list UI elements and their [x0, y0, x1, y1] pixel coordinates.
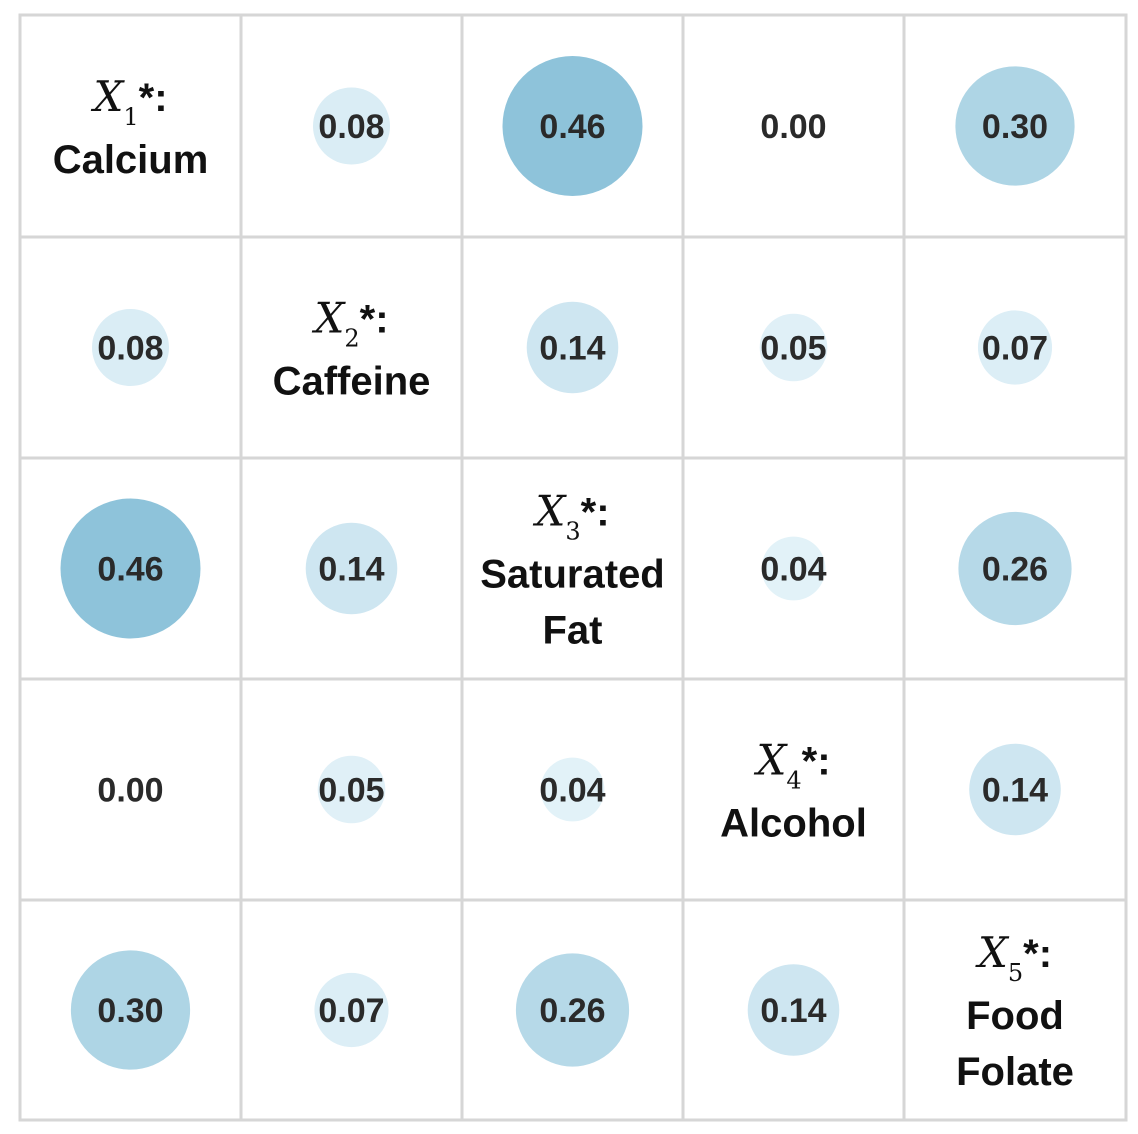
variable-symbol: X5*:	[975, 928, 1052, 987]
correlation-circle	[70, 950, 191, 1070]
variable-name: Folate	[956, 1050, 1074, 1094]
correlation-value: 0.07	[982, 330, 1048, 368]
correlation-circle	[977, 310, 1053, 385]
correlation-cell: 0.14	[305, 522, 398, 615]
correlation-value: 0.46	[539, 108, 605, 146]
correlation-cell: 0.04	[760, 536, 827, 601]
correlation-circle	[515, 953, 630, 1067]
correlation-cell: 0.46	[502, 56, 643, 196]
correlation-cell: 0.14	[526, 301, 619, 394]
variable-label-cell: X4*: Alcohol	[720, 736, 867, 846]
variable-label-cell: X3*: Saturated Fat	[480, 487, 665, 653]
variable-name: Alcohol	[720, 802, 867, 846]
matrix-cells: X1*: Calcium 0.08 0.46 0.00 0.30 0.08 X2*: Caffe…	[53, 56, 1075, 1094]
correlation-value: 0.46	[97, 551, 163, 589]
variable-symbol: X3*:	[532, 487, 609, 546]
correlation-cell: 0.14	[969, 743, 1061, 836]
variable-name: Calcium	[53, 138, 209, 182]
correlation-circle	[955, 66, 1075, 186]
correlation-circle	[305, 522, 398, 615]
correlation-circle	[759, 313, 828, 382]
variable-name: Fat	[543, 609, 603, 653]
correlation-circle	[526, 301, 619, 394]
correlation-circle	[314, 972, 389, 1048]
variable-label-cell: X1*: Calcium	[53, 72, 209, 182]
grid-lines	[18, 13, 1128, 1122]
correlation-value: 0.26	[982, 551, 1048, 589]
variable-symbol: X4*:	[753, 736, 830, 795]
correlation-value: 0.14	[318, 551, 384, 589]
correlation-value: 0.14	[982, 772, 1048, 810]
correlation-circle	[91, 308, 170, 387]
correlation-cell: 0.00	[760, 108, 826, 146]
correlation-value: 0.14	[760, 992, 826, 1030]
correlation-value: 0.00	[97, 772, 163, 810]
variable-symbol: X1*:	[90, 72, 167, 131]
correlation-circle	[540, 757, 605, 822]
correlation-circle	[312, 87, 391, 165]
correlation-circle	[958, 511, 1072, 626]
correlation-cell: 0.07	[314, 972, 389, 1048]
correlation-value: 0.08	[97, 330, 163, 368]
correlation-cell: 0.05	[317, 755, 386, 824]
correlation-value: 0.08	[318, 108, 384, 146]
variable-label-cell: X2*: Caffeine	[273, 294, 431, 404]
correlation-circle	[969, 743, 1061, 836]
correlation-value: 0.04	[539, 772, 605, 810]
variable-symbol: X2*:	[311, 294, 388, 353]
correlation-circle	[502, 56, 643, 196]
correlation-cell: 0.08	[91, 308, 170, 387]
correlation-value: 0.05	[318, 772, 384, 810]
matrix-border	[18, 13, 1128, 1122]
correlation-value: 0.14	[539, 330, 605, 368]
correlation-cell: 0.26	[958, 511, 1072, 626]
variable-name: Saturated	[480, 553, 665, 597]
correlation-value: 0.04	[760, 551, 826, 589]
variable-name: Food	[966, 994, 1064, 1038]
correlation-cell: 0.04	[539, 757, 606, 822]
correlation-cell: 0.46	[60, 498, 201, 639]
correlation-cell: 0.05	[759, 313, 828, 382]
correlation-cell: 0.07	[977, 310, 1053, 385]
correlation-circle	[317, 755, 386, 824]
correlation-cell: 0.30	[955, 66, 1075, 186]
correlation-value: 0.00	[760, 108, 826, 146]
correlation-circle	[60, 498, 201, 639]
correlation-cell: 0.08	[312, 87, 391, 165]
correlation-cell: 0.30	[70, 950, 191, 1070]
correlation-value: 0.05	[760, 330, 826, 368]
correlation-value: 0.26	[539, 992, 605, 1030]
correlation-circle	[761, 536, 826, 601]
variable-name: Caffeine	[273, 360, 431, 404]
correlation-cell: 0.00	[97, 772, 163, 810]
correlation-cell: 0.26	[515, 953, 630, 1067]
correlation-value: 0.30	[97, 992, 163, 1030]
variable-label-cell: X5*: Food Folate	[956, 928, 1074, 1094]
correlation-circle	[747, 964, 840, 1056]
correlation-value: 0.30	[982, 108, 1048, 146]
correlation-cell: 0.14	[747, 964, 840, 1056]
correlation-value: 0.07	[318, 992, 384, 1030]
